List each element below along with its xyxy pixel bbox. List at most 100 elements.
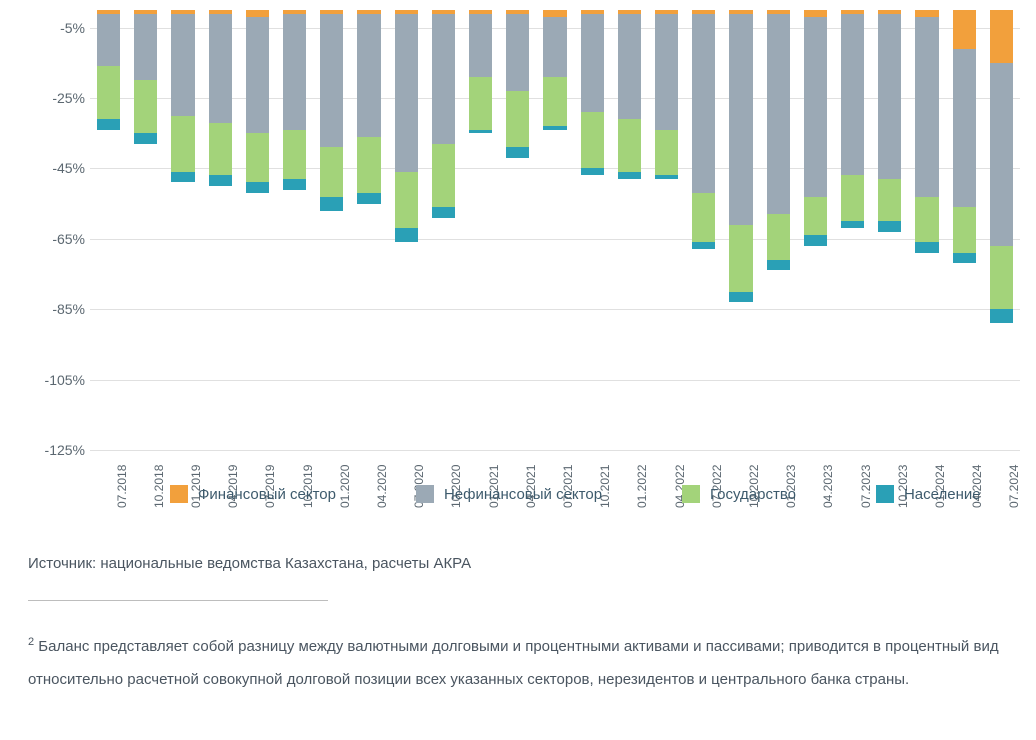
- source-text: Источник: национальные ведомства Казахст…: [28, 555, 471, 572]
- bar-segment-population: [320, 197, 343, 211]
- bar-segment-population: [581, 168, 604, 175]
- bar-group: [469, 10, 492, 450]
- bar-segment-nonfinancial: [729, 14, 752, 225]
- bar-segment-nonfinancial: [171, 14, 194, 116]
- legend-label: Государство: [710, 486, 796, 503]
- bar-segment-government: [97, 66, 120, 119]
- bar-group: [729, 10, 752, 450]
- bar-segment-financial: [990, 10, 1013, 63]
- bar-group: [543, 10, 566, 450]
- bar-segment-financial: [543, 10, 566, 17]
- bar-segment-nonfinancial: [915, 17, 938, 197]
- footnote-body: Баланс представляет собой разницу между …: [28, 638, 999, 688]
- bar-segment-population: [209, 175, 232, 186]
- bar-segment-population: [357, 193, 380, 204]
- bar-segment-financial: [246, 10, 269, 17]
- gridline: [90, 450, 1020, 451]
- bar-segment-government: [209, 123, 232, 176]
- bar-group: [767, 10, 790, 450]
- bars-layer: [90, 10, 1020, 450]
- bar-segment-nonfinancial: [320, 14, 343, 148]
- bar-segment-financial: [915, 10, 938, 17]
- ytick-label: -5%: [30, 20, 85, 36]
- bar-segment-nonfinancial: [581, 14, 604, 113]
- legend: Финансовый сектор Нефинансовый сектор Го…: [170, 485, 1026, 503]
- bar-segment-nonfinancial: [767, 14, 790, 215]
- bar-segment-government: [915, 197, 938, 243]
- bar-group: [953, 10, 976, 450]
- bar-segment-population: [692, 242, 715, 249]
- ytick-label: -45%: [30, 160, 85, 176]
- ytick-label: -85%: [30, 301, 85, 317]
- bar-group: [395, 10, 418, 450]
- ytick-label: -125%: [30, 442, 85, 458]
- bar-segment-nonfinancial: [804, 17, 827, 197]
- bar-segment-government: [729, 225, 752, 292]
- bar-segment-nonfinancial: [618, 14, 641, 120]
- bar-segment-nonfinancial: [209, 14, 232, 123]
- bar-segment-government: [246, 133, 269, 182]
- bar-segment-population: [171, 172, 194, 183]
- bar-segment-population: [878, 221, 901, 232]
- bar-segment-government: [395, 172, 418, 228]
- swatch-government-icon: [682, 485, 700, 503]
- bar-segment-nonfinancial: [432, 14, 455, 144]
- bar-segment-population: [767, 260, 790, 271]
- bar-group: [692, 10, 715, 450]
- bar-segment-government: [432, 144, 455, 207]
- bar-group: [209, 10, 232, 450]
- bar-segment-population: [395, 228, 418, 242]
- bar-segment-nonfinancial: [97, 14, 120, 67]
- legend-item-nonfinancial: Нефинансовый сектор: [416, 485, 602, 503]
- ytick-label: -25%: [30, 90, 85, 106]
- bar-segment-population: [953, 253, 976, 264]
- bar-group: [804, 10, 827, 450]
- bar-segment-population: [915, 242, 938, 253]
- bar-segment-government: [506, 91, 529, 147]
- divider: [28, 600, 328, 601]
- bar-segment-nonfinancial: [692, 14, 715, 194]
- bar-segment-population: [543, 126, 566, 130]
- legend-label: Нефинансовый сектор: [444, 486, 602, 503]
- bar-segment-nonfinancial: [134, 14, 157, 81]
- chart-container: -5%-25%-45%-65%-85%-105%-125%07.201810.2…: [0, 0, 1036, 520]
- bar-group: [171, 10, 194, 450]
- bar-segment-population: [283, 179, 306, 190]
- bar-group: [878, 10, 901, 450]
- bar-segment-nonfinancial: [469, 14, 492, 77]
- bar-segment-nonfinancial: [246, 17, 269, 133]
- bar-group: [357, 10, 380, 450]
- bar-group: [283, 10, 306, 450]
- bar-segment-government: [841, 175, 864, 221]
- bar-segment-government: [953, 207, 976, 253]
- bar-group: [618, 10, 641, 450]
- bar-segment-nonfinancial: [506, 14, 529, 91]
- bar-group: [990, 10, 1013, 450]
- bar-segment-population: [134, 133, 157, 144]
- plot-area: -5%-25%-45%-65%-85%-105%-125%07.201810.2…: [90, 10, 1020, 450]
- bar-group: [655, 10, 678, 450]
- legend-item-financial: Финансовый сектор: [170, 485, 336, 503]
- bar-segment-government: [804, 197, 827, 236]
- bar-group: [581, 10, 604, 450]
- bar-group: [506, 10, 529, 450]
- bar-segment-government: [878, 179, 901, 221]
- bar-segment-population: [729, 292, 752, 303]
- bar-segment-nonfinancial: [990, 63, 1013, 246]
- ytick-label: -65%: [30, 231, 85, 247]
- bar-group: [134, 10, 157, 450]
- legend-label: Финансовый сектор: [198, 486, 336, 503]
- bar-segment-government: [134, 80, 157, 133]
- bar-group: [320, 10, 343, 450]
- bar-segment-population: [246, 182, 269, 193]
- bar-segment-government: [767, 214, 790, 260]
- bar-segment-nonfinancial: [395, 14, 418, 172]
- bar-segment-nonfinancial: [543, 17, 566, 77]
- bar-group: [915, 10, 938, 450]
- bar-segment-population: [655, 175, 678, 179]
- swatch-financial-icon: [170, 485, 188, 503]
- bar-segment-financial: [804, 10, 827, 17]
- bar-segment-nonfinancial: [283, 14, 306, 130]
- bar-segment-nonfinancial: [878, 14, 901, 179]
- bar-segment-government: [171, 116, 194, 172]
